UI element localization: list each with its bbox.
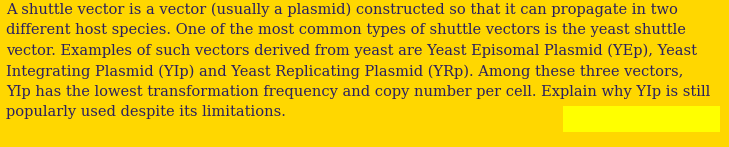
Bar	[563, 106, 720, 132]
Text: A shuttle vector is a vector (usually a plasmid) constructed so that it can prop: A shuttle vector is a vector (usually a …	[6, 3, 710, 119]
